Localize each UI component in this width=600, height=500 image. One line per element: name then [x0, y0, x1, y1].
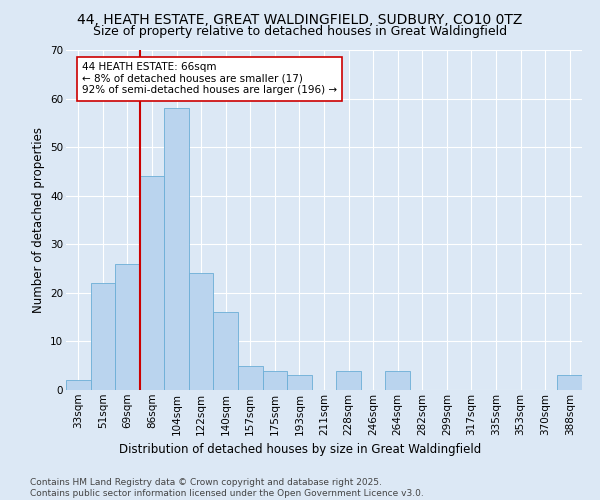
Bar	[287, 376, 312, 390]
Text: 44, HEATH ESTATE, GREAT WALDINGFIELD, SUDBURY, CO10 0TZ: 44, HEATH ESTATE, GREAT WALDINGFIELD, SU…	[77, 12, 523, 26]
Bar	[115, 264, 140, 390]
Bar	[66, 380, 91, 390]
Bar	[140, 176, 164, 390]
Bar	[238, 366, 263, 390]
Bar	[336, 370, 361, 390]
Bar	[164, 108, 189, 390]
Bar	[557, 376, 582, 390]
Bar	[385, 370, 410, 390]
Text: 44 HEATH ESTATE: 66sqm
← 8% of detached houses are smaller (17)
92% of semi-deta: 44 HEATH ESTATE: 66sqm ← 8% of detached …	[82, 62, 337, 96]
Bar	[189, 274, 214, 390]
Bar	[263, 370, 287, 390]
Text: Size of property relative to detached houses in Great Waldingfield: Size of property relative to detached ho…	[93, 25, 507, 38]
Bar	[214, 312, 238, 390]
Y-axis label: Number of detached properties: Number of detached properties	[32, 127, 44, 313]
Text: Distribution of detached houses by size in Great Waldingfield: Distribution of detached houses by size …	[119, 442, 481, 456]
Text: Contains HM Land Registry data © Crown copyright and database right 2025.
Contai: Contains HM Land Registry data © Crown c…	[30, 478, 424, 498]
Bar	[91, 283, 115, 390]
